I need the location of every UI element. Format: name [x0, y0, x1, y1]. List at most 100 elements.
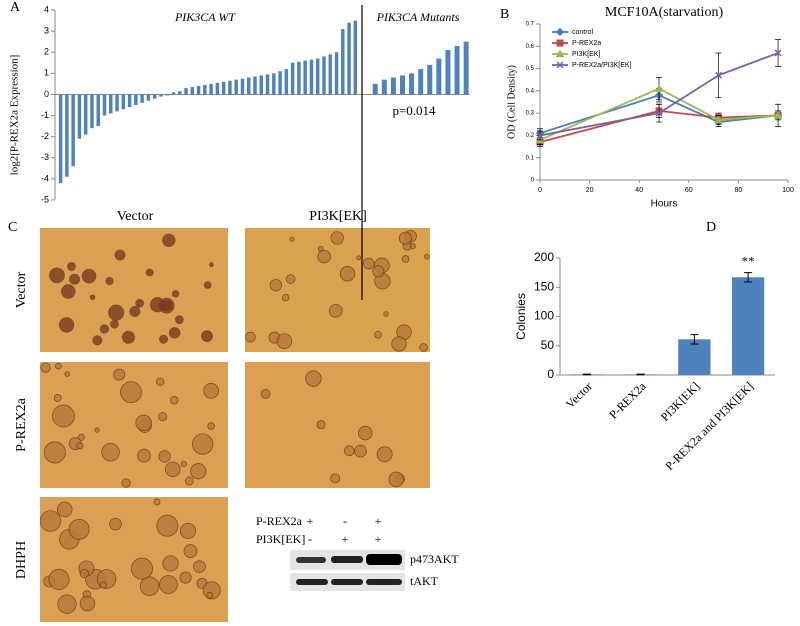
cell — [64, 371, 70, 377]
cell — [276, 333, 293, 349]
cell — [209, 262, 214, 268]
bar — [240, 78, 245, 95]
cell — [354, 444, 367, 458]
bar — [102, 94, 107, 116]
legend-marker — [555, 27, 565, 37]
bar — [140, 94, 144, 103]
blot-band-label: tAKT — [410, 574, 439, 588]
cell — [356, 255, 362, 261]
significance: ** — [742, 254, 755, 269]
cell — [49, 267, 65, 284]
cell — [184, 476, 194, 486]
cell — [99, 581, 107, 589]
y-tick-label: -5 — [41, 194, 49, 204]
bar — [184, 88, 188, 95]
bar — [400, 75, 405, 95]
y-tick-label: 0.1 — [526, 155, 535, 161]
cell — [374, 330, 382, 339]
cell — [57, 594, 77, 614]
cell — [39, 510, 62, 532]
x-tick-label: PI3K[EK] — [658, 379, 703, 424]
bar — [328, 54, 332, 95]
error-bar — [636, 373, 645, 376]
series-line — [539, 87, 779, 141]
cell — [168, 327, 181, 339]
point — [715, 71, 723, 79]
cell — [105, 277, 114, 286]
y-tick-label: 200 — [534, 250, 554, 264]
cell — [383, 311, 389, 317]
point — [654, 84, 664, 92]
bar — [265, 74, 270, 95]
error-bar — [690, 334, 699, 345]
cell — [135, 414, 152, 432]
bar — [278, 71, 282, 95]
cell — [190, 463, 207, 480]
cell — [159, 334, 169, 344]
cell — [245, 331, 256, 343]
cell — [114, 249, 126, 261]
cell — [423, 253, 430, 260]
blot-mark: - — [308, 532, 312, 546]
x-tick-label: P-REX2a and PI3K[EK] — [662, 379, 756, 473]
bar — [196, 86, 201, 95]
cell — [156, 514, 179, 537]
cell — [48, 568, 70, 591]
cell — [81, 268, 97, 284]
bar — [445, 50, 451, 95]
blot-band — [296, 579, 328, 585]
y-tick-label: 3 — [44, 25, 49, 35]
bar — [215, 82, 220, 95]
cell — [362, 257, 375, 270]
error-bar — [582, 373, 591, 376]
cell — [328, 303, 343, 318]
cell — [121, 330, 135, 344]
bar — [228, 80, 232, 95]
y-tick-label: 0 — [531, 178, 535, 184]
panel-label: A — [10, 0, 21, 15]
point — [655, 109, 663, 117]
cell — [79, 595, 96, 612]
bar — [190, 87, 195, 95]
cell — [129, 306, 141, 318]
series-line — [539, 52, 779, 137]
cell — [68, 518, 90, 540]
annotation: p=0.014 — [392, 103, 436, 118]
cell — [139, 576, 160, 596]
bar — [409, 73, 415, 95]
bar — [353, 20, 358, 95]
cell — [175, 315, 184, 324]
cell — [409, 243, 416, 250]
cell — [56, 501, 73, 518]
cell — [69, 273, 81, 285]
cell — [305, 370, 322, 387]
cell — [372, 265, 385, 278]
cell — [76, 442, 84, 450]
legend-label: control — [572, 29, 593, 36]
legend-marker — [555, 49, 565, 58]
x-tick-label: 0 — [538, 187, 542, 194]
cell — [110, 319, 119, 329]
bar — [334, 52, 339, 95]
cell — [193, 560, 206, 574]
y-tick-label: 0.3 — [526, 111, 535, 117]
cell — [40, 362, 51, 373]
bar — [427, 64, 433, 95]
blot-mark: + — [307, 514, 314, 528]
y-tick-label: 4 — [44, 4, 49, 14]
cell — [58, 317, 75, 333]
bar — [165, 94, 169, 96]
bar — [290, 62, 295, 95]
cell — [317, 249, 331, 264]
cell — [113, 368, 126, 381]
bar — [146, 94, 151, 101]
bar — [209, 83, 213, 95]
bar — [454, 45, 460, 95]
bar — [134, 94, 138, 105]
y-tick-label: 0.2 — [526, 133, 535, 139]
cell — [201, 330, 213, 343]
cell — [316, 420, 326, 430]
cell — [135, 298, 145, 308]
bar — [322, 56, 326, 95]
cell — [179, 522, 197, 539]
